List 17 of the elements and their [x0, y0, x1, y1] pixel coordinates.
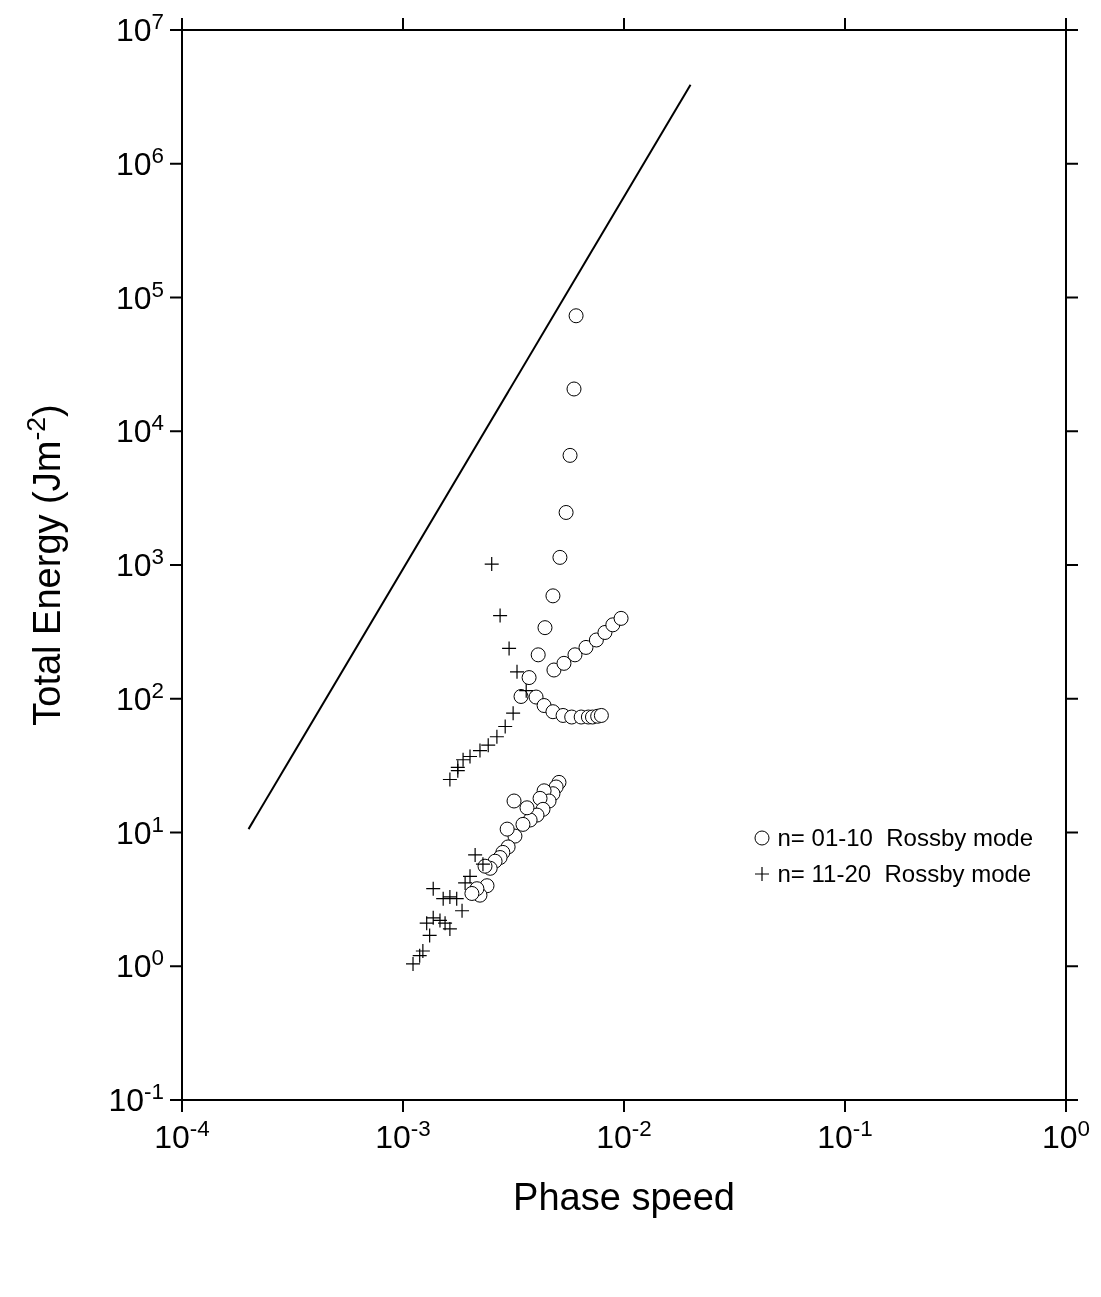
y-tick-label: 10$^{4}$	[115, 409, 164, 450]
x-tick-label: 10$^{-3}$	[375, 1115, 431, 1155]
y-tick-label: 10$^{6}$	[115, 142, 164, 182]
x-axis-title: Phase speed	[513, 1176, 735, 1218]
x-tick-label: 10$^{-4}$	[154, 1115, 210, 1155]
y-tick-label: 10$^{2}$	[115, 677, 164, 717]
legend-label: n= 01-10 Rossby mode	[777, 824, 1033, 852]
y-tick-label: 10$^{3}$	[115, 543, 164, 583]
y-tick-label: 10$^{5}$	[115, 276, 164, 316]
legend-label: n= 11-20 Rossby mode	[777, 860, 1032, 888]
x-tick-label: 10$^{-2}$	[596, 1115, 652, 1155]
y-tick-label: 10$^{-1}$	[108, 1078, 164, 1118]
y-tick-label: 10$^{0}$	[115, 944, 164, 985]
x-tick-label: 10$^{0}$	[1041, 1115, 1091, 1155]
y-tick-label: 10$^{7}$	[115, 8, 164, 48]
x-tick-label: 10$^{-1}$	[817, 1115, 873, 1155]
y-tick-label: 10$^{1}$	[115, 811, 164, 851]
